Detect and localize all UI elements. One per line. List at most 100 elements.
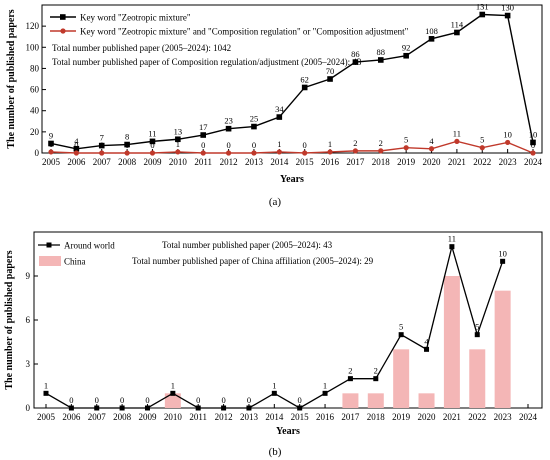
data-point-a-1 <box>225 125 232 132</box>
x-tick-label-a: 2009 <box>143 157 162 167</box>
data-label-around-world: 0 <box>221 395 225 405</box>
x-tick-label-b: 2013 <box>240 412 259 422</box>
data-point-a-1 <box>175 136 181 143</box>
x-tick-label-b: 2012 <box>215 412 233 422</box>
x-tick-label-b: 2024 <box>519 412 538 422</box>
data-point-around-world <box>246 405 252 411</box>
series-line-a-2 <box>50 140 534 154</box>
data-label-a-2: 0 <box>74 140 78 150</box>
data-label-a-1: 108 <box>425 26 438 36</box>
data-label-a-1: 13 <box>174 126 183 136</box>
caption-b: (b) <box>269 446 282 458</box>
data-label-a-1: 9 <box>49 130 53 140</box>
annotation-b-2: Total number published paper of China af… <box>132 256 374 266</box>
x-tick-label-b: 2021 <box>443 412 461 422</box>
data-point-a-1 <box>428 36 435 42</box>
y-tick-label-a: 100 <box>26 42 40 52</box>
data-label-a-1: 8 <box>125 132 129 142</box>
data-point-a-1 <box>200 132 207 138</box>
x-tick-label-b: 2007 <box>88 412 107 422</box>
x-tick-label-a: 2015 <box>296 157 315 167</box>
data-label-a-2: 0 <box>125 140 129 150</box>
bar-china <box>418 393 435 408</box>
data-point-around-world <box>144 405 150 411</box>
data-point-around-world <box>347 376 353 382</box>
data-label-a-2: 2 <box>353 138 357 148</box>
x-tick-label-a: 2007 <box>93 157 112 167</box>
data-point-a-2 <box>530 150 536 156</box>
x-tick-label-a: 2016 <box>321 157 340 167</box>
data-label-a-2: 5 <box>404 135 408 145</box>
series-line-a-1 <box>50 13 534 150</box>
data-point-a-1 <box>149 138 156 145</box>
data-point-around-world <box>474 332 480 338</box>
x-tick-label-a: 2012 <box>220 157 238 167</box>
legend-marker-china <box>39 256 61 266</box>
y-tick-label-b: 3 <box>26 359 31 369</box>
data-label-around-world: 0 <box>120 395 124 405</box>
x-axis-label-b: Years <box>276 426 300 437</box>
x-tick-label-a: 2006 <box>67 157 86 167</box>
data-label-a-1: 25 <box>250 114 259 124</box>
data-label-a-2: 1 <box>49 139 53 149</box>
x-tick-label-a: 2010 <box>169 157 188 167</box>
data-label-a-1: 11 <box>148 128 156 138</box>
x-tick-label-b: 2019 <box>392 412 411 422</box>
data-point-around-world <box>195 405 201 411</box>
data-point-a-2 <box>175 149 181 155</box>
data-point-a-2 <box>124 150 130 156</box>
data-point-around-world <box>221 405 227 411</box>
data-label-a-1: 4 <box>74 136 79 146</box>
x-axis-b: 2005 2006 2007 2008 2009 2010 2011 2012 2013 2014… <box>37 404 538 422</box>
data-label-a-1: 92 <box>402 43 411 53</box>
data-point-a-1 <box>276 114 283 120</box>
data-label-around-world: 0 <box>95 395 99 405</box>
data-label-a-1: 23 <box>224 116 233 126</box>
x-tick-label-b: 2008 <box>113 412 132 422</box>
data-point-a-2 <box>302 150 308 156</box>
bar-china <box>469 349 486 408</box>
data-point-around-world <box>500 258 506 264</box>
data-label-a-1: 7 <box>100 133 104 143</box>
legend-marker-a-1 <box>60 14 66 20</box>
data-label-around-world: 2 <box>348 366 352 376</box>
data-point-a-2 <box>479 145 485 151</box>
data-point-around-world <box>297 405 303 411</box>
data-point-a-1 <box>403 52 409 59</box>
data-point-a-2 <box>48 149 54 155</box>
x-tick-label-a: 2013 <box>245 157 264 167</box>
data-label-around-world: 5 <box>399 322 403 332</box>
data-point-around-world <box>68 405 74 411</box>
x-tick-label-b: 2022 <box>468 412 486 422</box>
data-label-around-world: 1 <box>272 380 276 390</box>
x-tick-label-a: 2020 <box>423 157 442 167</box>
y-axis-a: 0 20 40 60 80 100 120 <box>26 21 46 158</box>
data-point-around-world <box>94 405 100 411</box>
x-axis-a: 2005 2006 2007 2008 2009 2010 2011 2012 2013 2014… <box>42 149 543 167</box>
x-tick-label-a: 2008 <box>118 157 137 167</box>
x-tick-label-a: 2019 <box>397 157 416 167</box>
bar-china <box>342 393 359 408</box>
y-tick-label-a: 40 <box>30 106 40 116</box>
legend-b: Around world China <box>38 241 115 267</box>
legend-label-a-1: Key word "Zeotropic mixture" <box>80 13 191 23</box>
legend-marker-around-world <box>46 242 52 248</box>
data-label-a-1: 114 <box>451 19 464 29</box>
data-point-a-1 <box>479 11 486 18</box>
x-tick-label-b: 2016 <box>316 412 335 422</box>
y-tick-label-a: 0 <box>35 148 40 158</box>
data-label-a-2: 0 <box>531 140 535 150</box>
bars-b <box>164 276 511 408</box>
x-tick-label-b: 2020 <box>418 412 437 422</box>
data-point-a-2 <box>403 145 409 151</box>
data-point-around-world <box>43 390 49 396</box>
data-point-around-world <box>322 390 328 396</box>
data-label-a-1: 88 <box>377 47 386 57</box>
x-tick-label-b: 2010 <box>164 412 183 422</box>
data-point-around-world <box>398 332 404 338</box>
annotation-a-1: Total number published paper (2005–2024)… <box>52 43 231 53</box>
